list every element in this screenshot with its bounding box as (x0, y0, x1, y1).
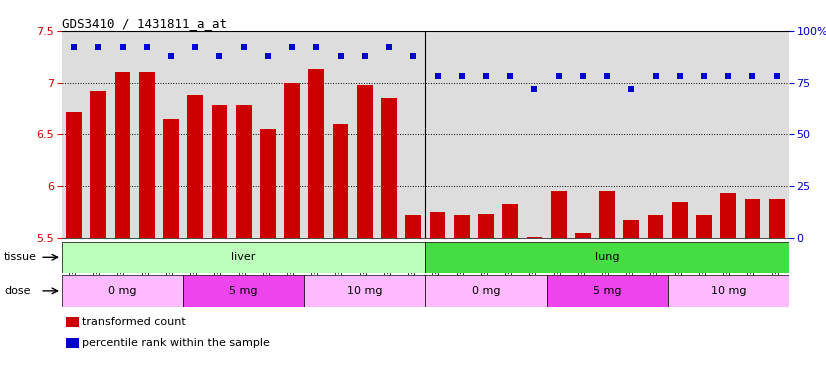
Bar (163, 119, 179, 238)
Bar (547, 275, 667, 307)
Point (68, 44, 81, 50)
Point (504, 73, 517, 79)
Text: tissue: tissue (4, 252, 37, 262)
Bar (65, 317, 78, 327)
Bar (357, 84, 373, 238)
Bar (667, 275, 789, 307)
Point (92, 44, 105, 50)
Bar (308, 69, 325, 238)
Point (770, 73, 783, 79)
Point (261, 53, 274, 59)
Bar (599, 191, 615, 238)
Bar (720, 194, 736, 238)
Point (528, 86, 541, 92)
Text: 5 mg: 5 mg (593, 286, 621, 296)
Point (455, 73, 468, 79)
Point (722, 73, 735, 79)
Point (624, 86, 638, 92)
Text: lung: lung (595, 252, 620, 262)
Bar (65, 338, 78, 348)
Point (577, 73, 590, 79)
Bar (425, 275, 547, 307)
Bar (575, 233, 591, 238)
Point (358, 53, 372, 59)
Bar (115, 72, 131, 238)
Bar (648, 215, 663, 238)
Bar (235, 105, 252, 238)
Point (673, 73, 686, 79)
Bar (188, 95, 203, 238)
Bar (453, 215, 470, 238)
Point (552, 73, 565, 79)
Point (140, 44, 154, 50)
Point (164, 53, 178, 59)
Point (213, 53, 226, 59)
Point (116, 44, 129, 50)
Bar (284, 83, 300, 238)
Point (334, 53, 347, 59)
Bar (66, 112, 82, 238)
Point (697, 73, 710, 79)
Point (746, 73, 759, 79)
Bar (406, 215, 421, 238)
Point (286, 44, 299, 50)
Bar (139, 72, 154, 238)
Bar (211, 105, 227, 238)
Bar (696, 215, 712, 238)
Text: transformed count: transformed count (83, 317, 186, 327)
Text: dose: dose (4, 286, 31, 296)
Bar (90, 91, 107, 238)
Text: 0 mg: 0 mg (108, 286, 137, 296)
Text: liver: liver (231, 252, 256, 262)
Bar (502, 204, 518, 238)
Bar (260, 129, 276, 238)
Bar (183, 275, 304, 307)
Point (431, 73, 444, 79)
Bar (744, 199, 761, 238)
Text: percentile rank within the sample: percentile rank within the sample (83, 338, 270, 348)
Text: 10 mg: 10 mg (710, 286, 746, 296)
Bar (62, 275, 183, 307)
Point (406, 53, 420, 59)
Point (649, 73, 662, 79)
Bar (624, 220, 639, 238)
Text: 0 mg: 0 mg (472, 286, 501, 296)
Bar (672, 202, 688, 238)
Bar (430, 212, 445, 238)
Bar (478, 214, 494, 238)
Bar (526, 237, 543, 238)
Bar (381, 98, 397, 238)
Point (479, 73, 492, 79)
Point (237, 44, 250, 50)
Bar (333, 124, 349, 238)
Bar (551, 191, 567, 238)
Text: 10 mg: 10 mg (347, 286, 382, 296)
Point (382, 44, 396, 50)
Point (601, 73, 614, 79)
Bar (769, 199, 785, 238)
Point (188, 44, 202, 50)
Text: 5 mg: 5 mg (230, 286, 258, 296)
Text: GDS3410 / 1431811_a_at: GDS3410 / 1431811_a_at (62, 17, 227, 30)
Bar (62, 242, 425, 273)
Bar (425, 242, 789, 273)
Point (310, 44, 323, 50)
Bar (304, 275, 425, 307)
